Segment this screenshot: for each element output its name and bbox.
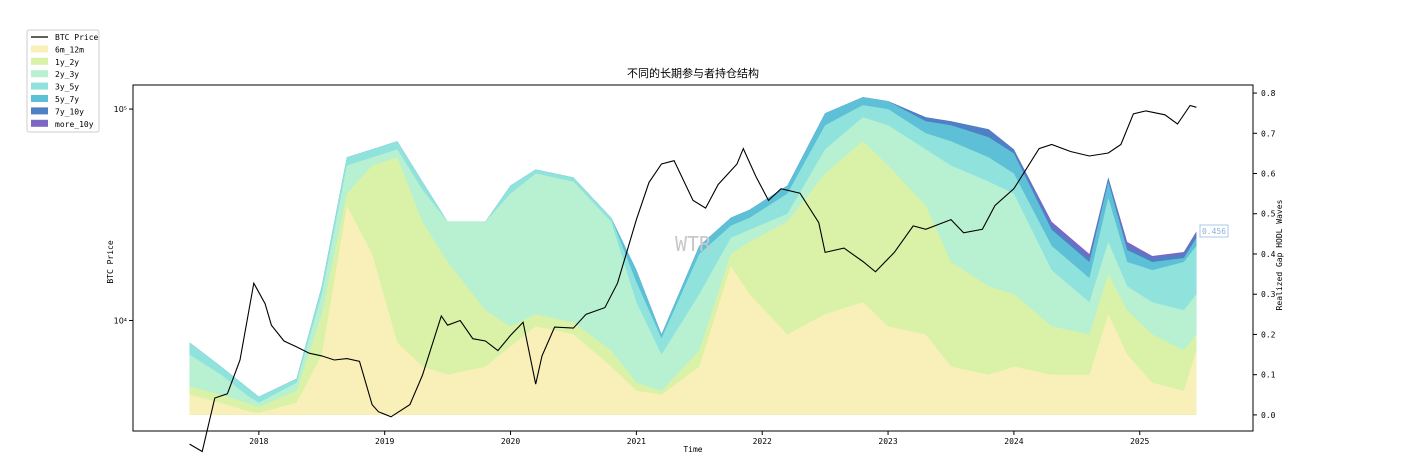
last-value-label: 0.456 (1199, 224, 1229, 238)
y-axis-ticks-left: 10⁴ 10⁵ (114, 105, 133, 325)
last-value-text: 0.456 (1202, 227, 1226, 236)
line-btc-price (189, 104, 1197, 453)
legend-label: 2y_3y (55, 70, 79, 79)
legend-swatch (31, 57, 48, 65)
y-right-tick-label: 0.7 (1261, 129, 1276, 138)
y-right-tick-label: 0.0 (1261, 411, 1276, 420)
chart-title: 不同的长期参与者持仓结构 (627, 66, 759, 80)
legend-swatch (31, 45, 48, 53)
legend-label: 1y_2y (55, 58, 79, 67)
x-axis-label: Time (683, 445, 702, 454)
y-right-tick-label: 0.8 (1261, 89, 1276, 98)
y-right-tick-label: 0.1 (1261, 371, 1276, 380)
legend-swatch (31, 107, 48, 115)
x-tick-label: 2021 (627, 437, 646, 446)
y-axis-label-right: Realized Gap HODL Waves (1275, 199, 1284, 310)
x-tick-label: 2025 (1130, 437, 1149, 446)
watermark: WTR (675, 232, 712, 256)
legend-label: 3y_5y (55, 83, 79, 92)
x-tick-label: 2023 (878, 437, 897, 446)
legend-swatch (31, 82, 48, 90)
y-left-tick-label: 10⁴ (114, 316, 127, 325)
x-tick-label: 2018 (249, 437, 268, 446)
legend-swatch (31, 119, 48, 127)
legend-label: 7y_10y (55, 107, 84, 116)
x-tick-label: 2019 (375, 437, 394, 446)
legend-label: more_10y (55, 120, 94, 129)
y-right-tick-label: 0.3 (1261, 290, 1276, 299)
plot-frame (132, 84, 1254, 432)
x-tick-label: 2020 (501, 437, 520, 446)
legend: BTC Price 6m_12m 1y_2y 2y_3y 3y_5y 5y_7y 7y_10… (26, 29, 100, 133)
legend-label: 6m_12m (55, 45, 84, 54)
legend-label: 5y_7y (55, 95, 79, 104)
legend-box (26, 29, 100, 133)
area-stack (189, 97, 1197, 415)
y-axis-ticks-right: 0.0 0.1 0.2 0.3 0.4 0.5 0.6 0.7 0.8 (1253, 89, 1276, 420)
legend-label: BTC Price (55, 33, 99, 42)
btc-price-line (189, 104, 1197, 453)
y-right-tick-label: 0.4 (1261, 250, 1276, 259)
y-right-tick-label: 0.5 (1261, 210, 1276, 219)
x-tick-label: 2024 (1004, 437, 1023, 446)
y-right-tick-label: 0.2 (1261, 330, 1276, 339)
y-axis-label-left: BTC Price (106, 240, 115, 284)
x-tick-label: 2022 (753, 437, 772, 446)
y-right-tick-label: 0.6 (1261, 170, 1276, 179)
legend-swatch (31, 95, 48, 102)
area-6m-12m (189, 205, 1197, 415)
legend-swatch (31, 70, 48, 78)
y-left-tick-label: 10⁵ (114, 105, 127, 114)
area-1y-2y (189, 141, 1197, 415)
x-axis-ticks: 2018 2019 2020 2021 2022 2023 2024 2025 (249, 431, 1150, 446)
